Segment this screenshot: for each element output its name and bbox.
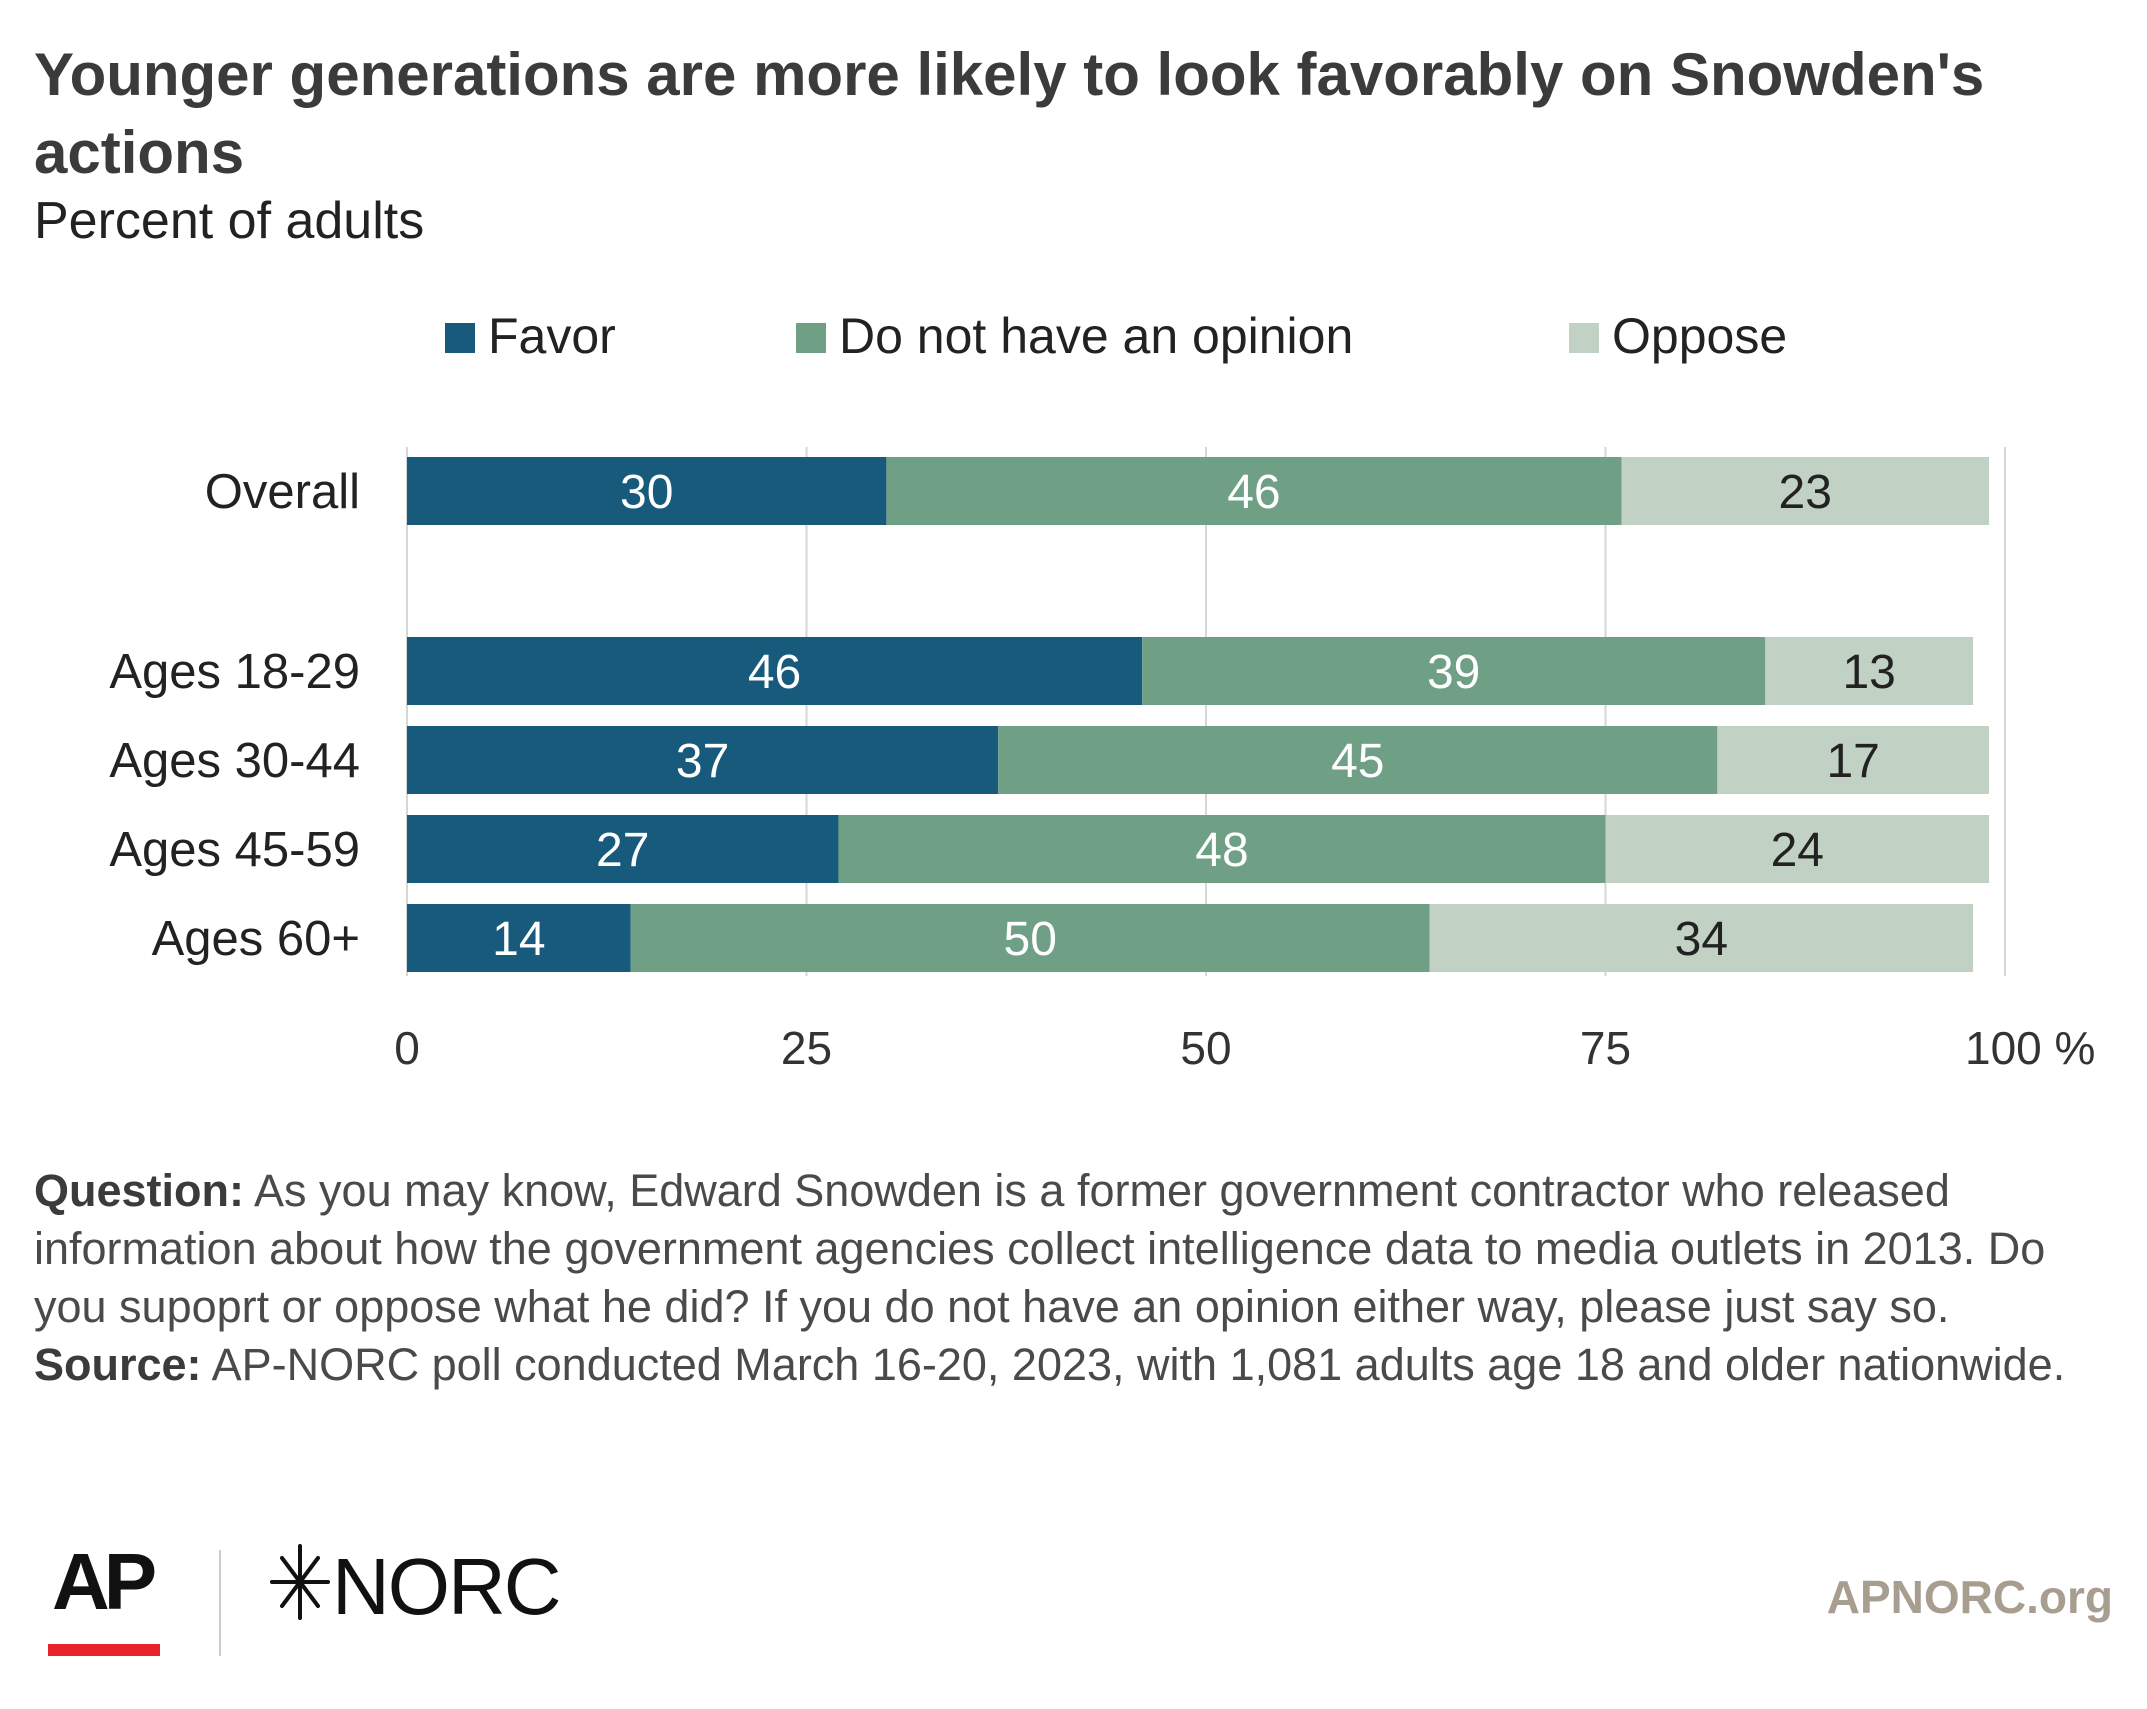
bar-value-label-3-1: 48 [1195, 824, 1248, 877]
bar-value-label-0-0: 30 [620, 466, 673, 519]
bar-3-2 [1605, 815, 1990, 883]
bar-value-label-1-0: 46 [748, 646, 801, 699]
gridlines [406, 447, 2006, 976]
category-label-1: Ages 18-29 [109, 645, 360, 699]
x-tick-label-0: 0 [394, 1022, 420, 1074]
source-label: Source: [34, 1339, 202, 1390]
x-tick-label-25: 25 [781, 1022, 832, 1074]
x-tick-label-100: 100 % [1965, 1022, 2095, 1074]
norc-star-icon [270, 1544, 330, 1620]
legend-swatch-1 [796, 323, 826, 353]
bar-4-1 [630, 904, 1430, 972]
legend-label-0: Favor [488, 308, 616, 364]
bar-1-0 [407, 637, 1143, 705]
question-text: As you may know, Edward Snowden is a for… [34, 1165, 2046, 1332]
bar-3-0 [407, 815, 839, 883]
bar-2-1 [998, 726, 1718, 794]
norc-logo-text: NORC [332, 1542, 560, 1630]
ap-logo: AP [52, 1537, 157, 1626]
bar-0-2 [1621, 457, 1990, 525]
norc-logo: NORC [270, 1542, 562, 1630]
bar-value-label-2-2: 17 [1826, 735, 1879, 788]
x-tick-label-75: 75 [1580, 1022, 1631, 1074]
bar-value-label-0-1: 46 [1227, 466, 1280, 519]
source-note: Source: AP-NORC poll conducted March 16-… [34, 1336, 2114, 1394]
bar-1-2 [1765, 637, 1974, 705]
legend-swatch-2 [1569, 323, 1599, 353]
category-label-2: Ages 30-44 [109, 734, 360, 788]
chart-notes: Question: As you may know, Edward Snowde… [34, 1162, 2114, 1394]
bar-2-2 [1717, 726, 1990, 794]
bar-value-label-2-1: 45 [1331, 735, 1384, 788]
legend-label-1: Do not have an opinion [839, 308, 1353, 364]
bar-3-1 [838, 815, 1606, 883]
source-text: AP-NORC poll conducted March 16-20, 2023… [211, 1339, 2066, 1390]
chart-title: Younger generations are more likely to l… [34, 41, 1985, 186]
category-labels: Overall Ages 18-29 Ages 30-44 Ages 45-59 Age… [109, 465, 360, 966]
bar-2-0 [407, 726, 999, 794]
bar-value-label-3-0: 27 [596, 824, 649, 877]
bar-1-1 [1142, 637, 1766, 705]
legend-swatch-0 [445, 323, 475, 353]
bar-0-1 [886, 457, 1622, 525]
stacked-bar-chart: Favor Do not have an opinion Oppose 30 46 23… [109, 308, 2095, 1074]
bar-0-0 [407, 457, 887, 525]
bar-value-label-1-1: 39 [1427, 646, 1480, 699]
bar-value-label-1-2: 13 [1842, 646, 1895, 699]
ap-logo-underline [48, 1644, 160, 1656]
question-note: Question: As you may know, Edward Snowde… [34, 1162, 2114, 1336]
chart-subtitle: Percent of adults [34, 192, 425, 250]
bar-value-label-4-0: 14 [492, 913, 545, 966]
site-url: APNORC.org [1826, 1571, 2113, 1623]
category-label-4: Ages 60+ [152, 912, 360, 966]
legend: Favor Do not have an opinion Oppose [445, 308, 1787, 364]
bar-4-2 [1429, 904, 1974, 972]
bar-4-0 [407, 904, 631, 972]
bars: 30 46 23 46 39 13 37 45 17 27 48 24 14 50 34 [407, 457, 1990, 972]
logo-divider [219, 1550, 221, 1656]
x-tick-label-50: 50 [1180, 1022, 1231, 1074]
question-label: Question: [34, 1165, 244, 1216]
bar-value-label-4-2: 34 [1675, 913, 1728, 966]
bar-value-label-3-2: 24 [1771, 824, 1824, 877]
x-axis-ticks: 0 25 50 75 100 % [394, 1022, 2095, 1074]
category-label-0: Overall [205, 465, 360, 519]
bar-value-label-0-2: 23 [1779, 466, 1832, 519]
category-label-3: Ages 45-59 [109, 823, 360, 877]
bar-value-label-4-1: 50 [1004, 913, 1057, 966]
bar-value-label-2-0: 37 [676, 735, 729, 788]
legend-label-2: Oppose [1612, 308, 1787, 364]
